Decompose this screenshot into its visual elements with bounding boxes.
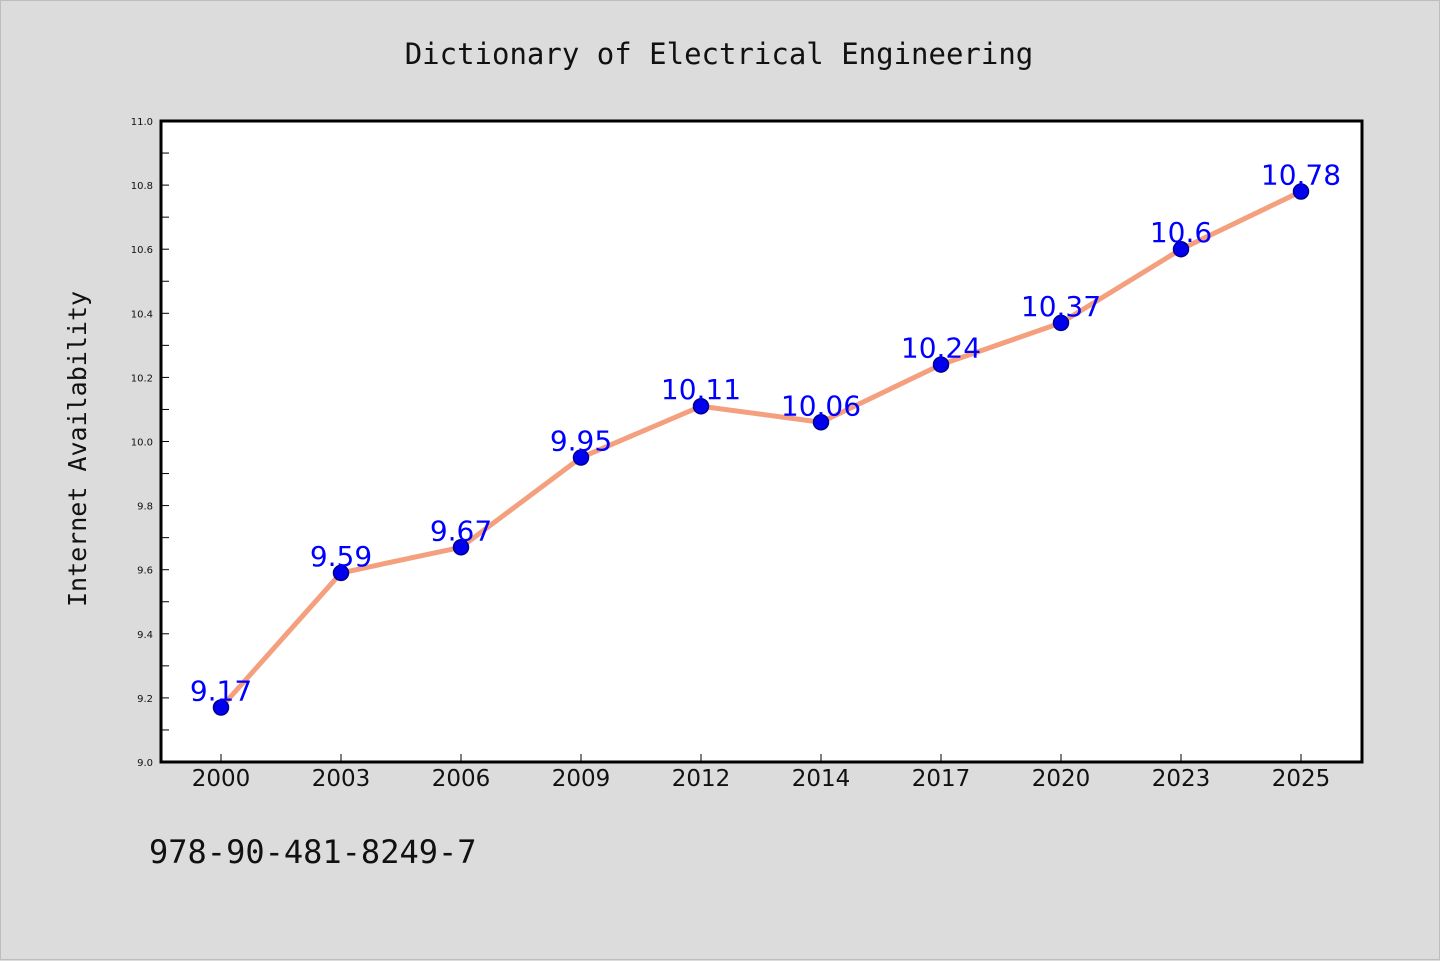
data-label: 9.95 (550, 425, 612, 458)
data-point (692, 397, 710, 415)
y-tick-label: 10.0 (131, 438, 153, 449)
data-label: 10.06 (781, 389, 861, 422)
y-tick-label: 10.2 (131, 373, 153, 384)
data-point (332, 564, 350, 582)
y-tick-label: 10.8 (131, 181, 153, 192)
y-tick-label: 10.4 (131, 309, 153, 320)
data-label: 10.24 (901, 332, 981, 365)
data-point (572, 449, 590, 466)
data-point (452, 539, 470, 556)
x-axis: 2000 2003 2006 2009 2012 2014 2017 2020 2023 2025 (192, 754, 1331, 792)
y-axis: 9.0 9.2 9.4 9.6 9.8 10.0 10.2 10.4 10.6 10.8 11.0 (131, 117, 169, 769)
data-label: 10.78 (1261, 159, 1341, 192)
x-tick-label: 2025 (1272, 766, 1331, 792)
x-tick-label: 2017 (912, 766, 971, 792)
plot-area (159, 119, 1364, 764)
x-tick-label: 2014 (792, 766, 851, 792)
y-tick-label: 11.0 (131, 117, 153, 128)
chart-title: Dictionary of Electrical Engineering (405, 37, 1034, 71)
y-tick-label: 9.4 (137, 630, 153, 641)
series-line (218, 189, 1304, 711)
y-tick-label: 9.2 (137, 694, 153, 705)
y-tick-label: 10.6 (131, 245, 153, 256)
x-tick-label: 2006 (432, 766, 491, 792)
data-label: 9.59 (310, 540, 372, 573)
data-point (812, 414, 830, 431)
data-label: 10.37 (1021, 290, 1101, 323)
footer-code: 978-90-481-8249-7 (149, 833, 477, 871)
series-line-group (218, 189, 1304, 711)
y-tick-label: 9.8 (137, 502, 153, 513)
x-tick-label: 2023 (1152, 766, 1211, 792)
data-points (212, 183, 1310, 716)
x-tick-label: 2000 (192, 766, 251, 792)
data-point (212, 699, 230, 716)
x-tick-label: 2012 (672, 766, 731, 792)
data-labels: 9.17 9.59 9.67 9.95 10.11 10.06 10.24 10.37 10.6… (190, 159, 1341, 708)
data-label: 10.6 (1150, 216, 1212, 249)
y-tick-label: 9.0 (137, 758, 153, 769)
data-point (1172, 240, 1190, 258)
data-label: 9.67 (430, 514, 492, 547)
y-tick-label: 9.6 (137, 566, 153, 577)
y-axis-label: Internet Availability (63, 291, 92, 607)
x-tick-label: 2020 (1032, 766, 1091, 792)
data-point (932, 356, 950, 373)
data-label: 9.17 (190, 675, 252, 708)
data-point (1052, 314, 1070, 332)
x-tick-label: 2009 (552, 766, 611, 792)
data-point (1292, 183, 1310, 200)
data-label: 10.11 (661, 373, 741, 406)
x-tick-label: 2003 (312, 766, 371, 792)
